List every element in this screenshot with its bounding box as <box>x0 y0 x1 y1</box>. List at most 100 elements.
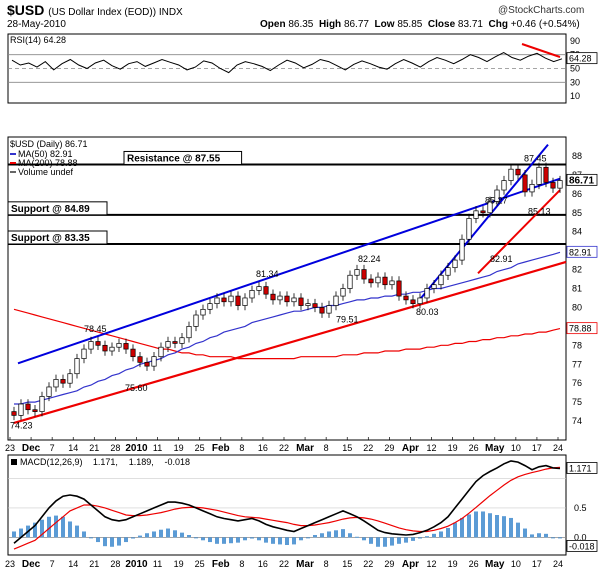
symbol: $USD <box>7 2 45 18</box>
macd-legend-part: 1.189, <box>129 457 154 467</box>
price-x-tick: Feb <box>212 443 230 454</box>
macd-histogram-bar <box>68 521 72 538</box>
price-x-tick: May <box>485 443 505 454</box>
macd-histogram-bar <box>96 537 100 543</box>
macd-histogram-bar <box>502 516 506 538</box>
candle-body <box>354 269 360 276</box>
macd-x-tick: Feb <box>212 559 230 570</box>
price-point-label: 82.24 <box>358 254 381 264</box>
candle-body <box>270 293 276 301</box>
macd-x-tick: 28 <box>110 559 120 569</box>
macd-histogram-bar <box>397 537 401 544</box>
macd-histogram-bar <box>418 537 422 539</box>
macd-histogram-bar <box>488 513 492 538</box>
price-x-tick: 29 <box>384 443 394 453</box>
macd-x-tick: Apr <box>402 559 419 570</box>
price-x-tick: 7 <box>50 443 55 453</box>
price-point-label: 78.45 <box>84 324 107 334</box>
rsi-tick-label: 90 <box>570 36 580 46</box>
macd-histogram-bar <box>229 537 233 544</box>
level-label-box <box>7 201 108 216</box>
candle-body <box>494 189 500 202</box>
macd-x-tick: 19 <box>448 559 458 569</box>
price-x-tick: 28 <box>110 443 120 453</box>
macd-histogram-bar <box>236 537 240 543</box>
macd-histogram-bar <box>439 531 443 538</box>
candle-body <box>515 168 521 176</box>
candle-body <box>32 409 38 412</box>
candle-body <box>277 295 283 301</box>
macd-x-tick: 24 <box>553 559 563 569</box>
price-x-tick: 22 <box>279 443 289 453</box>
panel-frame <box>7 33 567 104</box>
price-x-tick: 14 <box>68 443 78 453</box>
candle-body <box>452 259 458 269</box>
candle-body <box>235 295 241 306</box>
price-legend-item: MA(200) 78.88 <box>18 158 78 168</box>
macd-histogram-bar <box>110 537 114 547</box>
price-point-label: 85.13 <box>528 207 551 217</box>
price-x-tick: 21 <box>89 443 99 453</box>
candle-body <box>151 356 157 367</box>
candle-body <box>60 379 66 384</box>
candle-body <box>249 290 255 299</box>
candle-body <box>326 305 332 314</box>
candle-body <box>522 174 528 193</box>
candle-body <box>242 297 248 306</box>
candle-body <box>74 358 80 375</box>
macd-x-tick: 12 <box>427 559 437 569</box>
candle-body <box>508 168 514 181</box>
price-value-label: 78.88 <box>569 324 592 334</box>
candle-body <box>431 284 437 289</box>
macd-x-tick: 22 <box>363 559 373 569</box>
macd-histogram-bar <box>551 537 555 539</box>
macd-histogram-bar <box>243 537 247 541</box>
price-x-tick: 8 <box>324 443 329 453</box>
macd-histogram-bar <box>40 519 44 538</box>
price-tick-label: 78 <box>572 340 582 350</box>
price-legend: $USD (Daily) 86.71 <box>10 139 88 149</box>
macd-x-tick: 14 <box>68 559 78 569</box>
macd-histogram-bar <box>54 515 58 538</box>
macd-x-tick: 8 <box>324 559 329 569</box>
price-x-tick: 23 <box>5 443 15 453</box>
macd-histogram-bar <box>544 533 548 538</box>
level-label-box <box>123 150 243 165</box>
chg-label: Chg <box>488 19 508 30</box>
macd-x-tick: 26 <box>469 559 479 569</box>
price-tick-label: 86 <box>572 189 582 199</box>
candle-body <box>53 379 59 388</box>
candle-body <box>207 303 213 310</box>
chart-date: 28-May-2010 <box>7 19 66 30</box>
macd-value-label: -0.018 <box>569 541 595 551</box>
macd-signal-line <box>13 466 561 550</box>
macd-histogram-bar <box>33 522 37 538</box>
macd-histogram-bar <box>82 531 86 538</box>
candle-body <box>375 276 381 284</box>
price-x-tick: 16 <box>258 443 268 453</box>
price-legend-item: Volume undef <box>18 167 74 177</box>
macd-x-tick: 8 <box>239 559 244 569</box>
price-point-label: 81.34 <box>256 269 279 279</box>
macd-x-tick: 22 <box>279 559 289 569</box>
macd-histogram-bar <box>425 536 429 538</box>
macd-histogram-bar <box>152 531 156 538</box>
price-x-tick: 19 <box>174 443 184 453</box>
macd-histogram-bar <box>362 537 366 541</box>
candle-body <box>501 180 507 191</box>
macd-histogram-bar <box>222 537 226 544</box>
chart-title: $USD (US Dollar Index (EOD)) INDX <box>7 2 183 18</box>
macd-legend-swatch <box>11 459 17 465</box>
candle-body <box>109 346 115 352</box>
macd-tick-label: 0.0 <box>574 532 587 542</box>
price-tick-label: 82 <box>572 265 582 275</box>
candle-body <box>46 386 52 397</box>
macd-legend-part: 1.171, <box>93 457 118 467</box>
rsi-value-label: 64.28 <box>569 54 592 64</box>
candle-body <box>312 303 318 308</box>
candle-body <box>333 295 339 306</box>
candle-body <box>95 341 101 346</box>
price-value-label: 82.91 <box>569 247 592 257</box>
macd-tick-label: 0.5 <box>574 503 587 513</box>
